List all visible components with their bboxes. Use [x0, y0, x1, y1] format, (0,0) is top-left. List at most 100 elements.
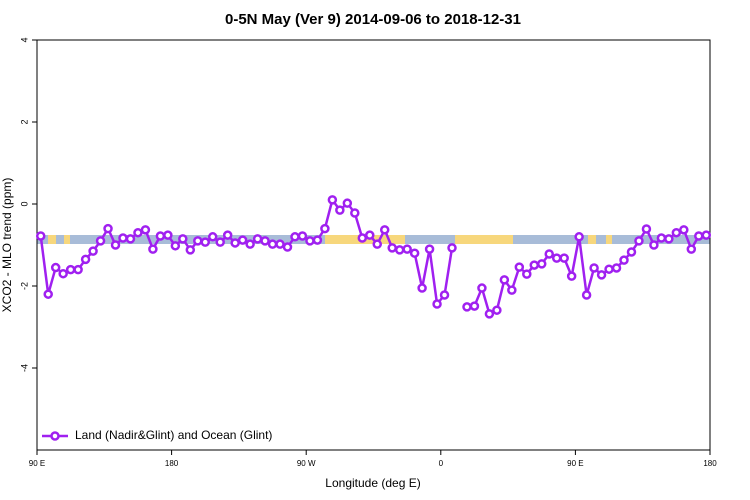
data-point: [35, 231, 46, 241]
data-point: [379, 225, 390, 235]
chart-title: 0-5N May (Ver 9) 2014-09-06 to 2018-12-3…: [225, 11, 521, 28]
land-band: [64, 235, 70, 244]
data-point: [245, 239, 255, 249]
data-point: [163, 230, 173, 240]
data-point: [537, 259, 547, 269]
data-line: [39, 197, 707, 316]
data-point: [596, 270, 607, 280]
data-point: [522, 269, 532, 279]
data-point: [178, 234, 188, 244]
data-point: [417, 283, 427, 293]
data-point: [581, 290, 592, 300]
data-point: [207, 232, 218, 242]
data-point: [215, 237, 225, 247]
data-point: [462, 302, 472, 312]
data-point: [469, 301, 480, 311]
data-point: [185, 245, 196, 255]
data-point: [193, 236, 203, 246]
y-tick-label: -2: [19, 282, 29, 290]
data-point: [230, 238, 240, 248]
legend-label: Land (Nadir&Glint) and Ocean (Glint): [75, 428, 272, 442]
data-point: [335, 205, 345, 215]
data-point: [559, 253, 569, 263]
data-point: [320, 223, 330, 234]
data-point: [260, 236, 270, 246]
data-point: [701, 230, 712, 240]
data-point: [125, 234, 136, 244]
data-point: [394, 245, 405, 255]
data-point: [551, 253, 562, 263]
data-point: [65, 264, 76, 275]
data-point: [80, 254, 91, 265]
data-point: [222, 230, 233, 240]
y-tick-label: 4: [19, 37, 29, 42]
data-point: [686, 244, 697, 254]
data-point: [664, 234, 674, 244]
data-point: [634, 236, 644, 246]
data-point: [492, 305, 502, 315]
data-point: [290, 232, 300, 242]
y-tick-label: 0: [19, 201, 29, 206]
data-point: [305, 236, 315, 246]
data-point: [656, 233, 667, 243]
x-tick-label: 0: [439, 459, 444, 468]
data-point: [679, 225, 689, 235]
data-point: [387, 243, 397, 253]
data-point: [357, 233, 368, 243]
data-point: [110, 240, 121, 250]
legend-marker: [50, 431, 60, 441]
y-tick-label: 2: [19, 119, 29, 124]
data-point: [252, 234, 263, 244]
data-point: [649, 240, 659, 250]
data-point: [574, 232, 584, 242]
data-point: [671, 227, 682, 238]
data-point: [155, 231, 166, 241]
data-point: [312, 235, 323, 245]
x-tick-label: 90 E: [29, 459, 45, 468]
data-point: [589, 263, 599, 273]
data-point: [365, 230, 375, 240]
data-point: [103, 223, 113, 234]
data-point: [118, 233, 128, 243]
data-point: [282, 242, 293, 252]
land-band: [455, 235, 513, 244]
x-tick-label: 180: [165, 459, 179, 468]
data-point: [275, 239, 285, 249]
land-band: [48, 235, 56, 244]
data-point: [484, 309, 495, 319]
data-point: [514, 262, 525, 272]
y-tick-label: -4: [19, 364, 29, 372]
data-point: [50, 262, 61, 273]
data-point: [409, 248, 420, 258]
data-point: [170, 241, 181, 251]
data-point: [267, 239, 278, 249]
data-point: [402, 244, 412, 254]
data-point: [544, 249, 554, 259]
data-point: [140, 225, 151, 235]
data-point: [499, 275, 510, 285]
data-point: [619, 255, 629, 265]
data-point: [611, 263, 622, 273]
data-point: [626, 247, 637, 257]
data-point: [327, 195, 338, 205]
data-point: [95, 236, 106, 246]
data-point: [200, 237, 210, 247]
data-point: [73, 264, 83, 275]
data-point: [342, 198, 353, 208]
x-tick-label: 90 E: [567, 459, 583, 468]
data-point: [439, 290, 450, 300]
data-point: [529, 260, 540, 270]
data-point: [237, 235, 248, 245]
data-point: [507, 285, 517, 295]
data-point: [424, 244, 435, 254]
land-band: [606, 235, 612, 244]
data-point: [148, 244, 158, 254]
data-point: [477, 283, 487, 293]
data-point: [297, 231, 308, 241]
data-point: [350, 208, 360, 218]
data-point: [641, 224, 652, 234]
plot-frame: [36, 39, 711, 451]
x-axis-label: Longitude (deg E): [325, 476, 420, 490]
data-point: [372, 239, 382, 249]
